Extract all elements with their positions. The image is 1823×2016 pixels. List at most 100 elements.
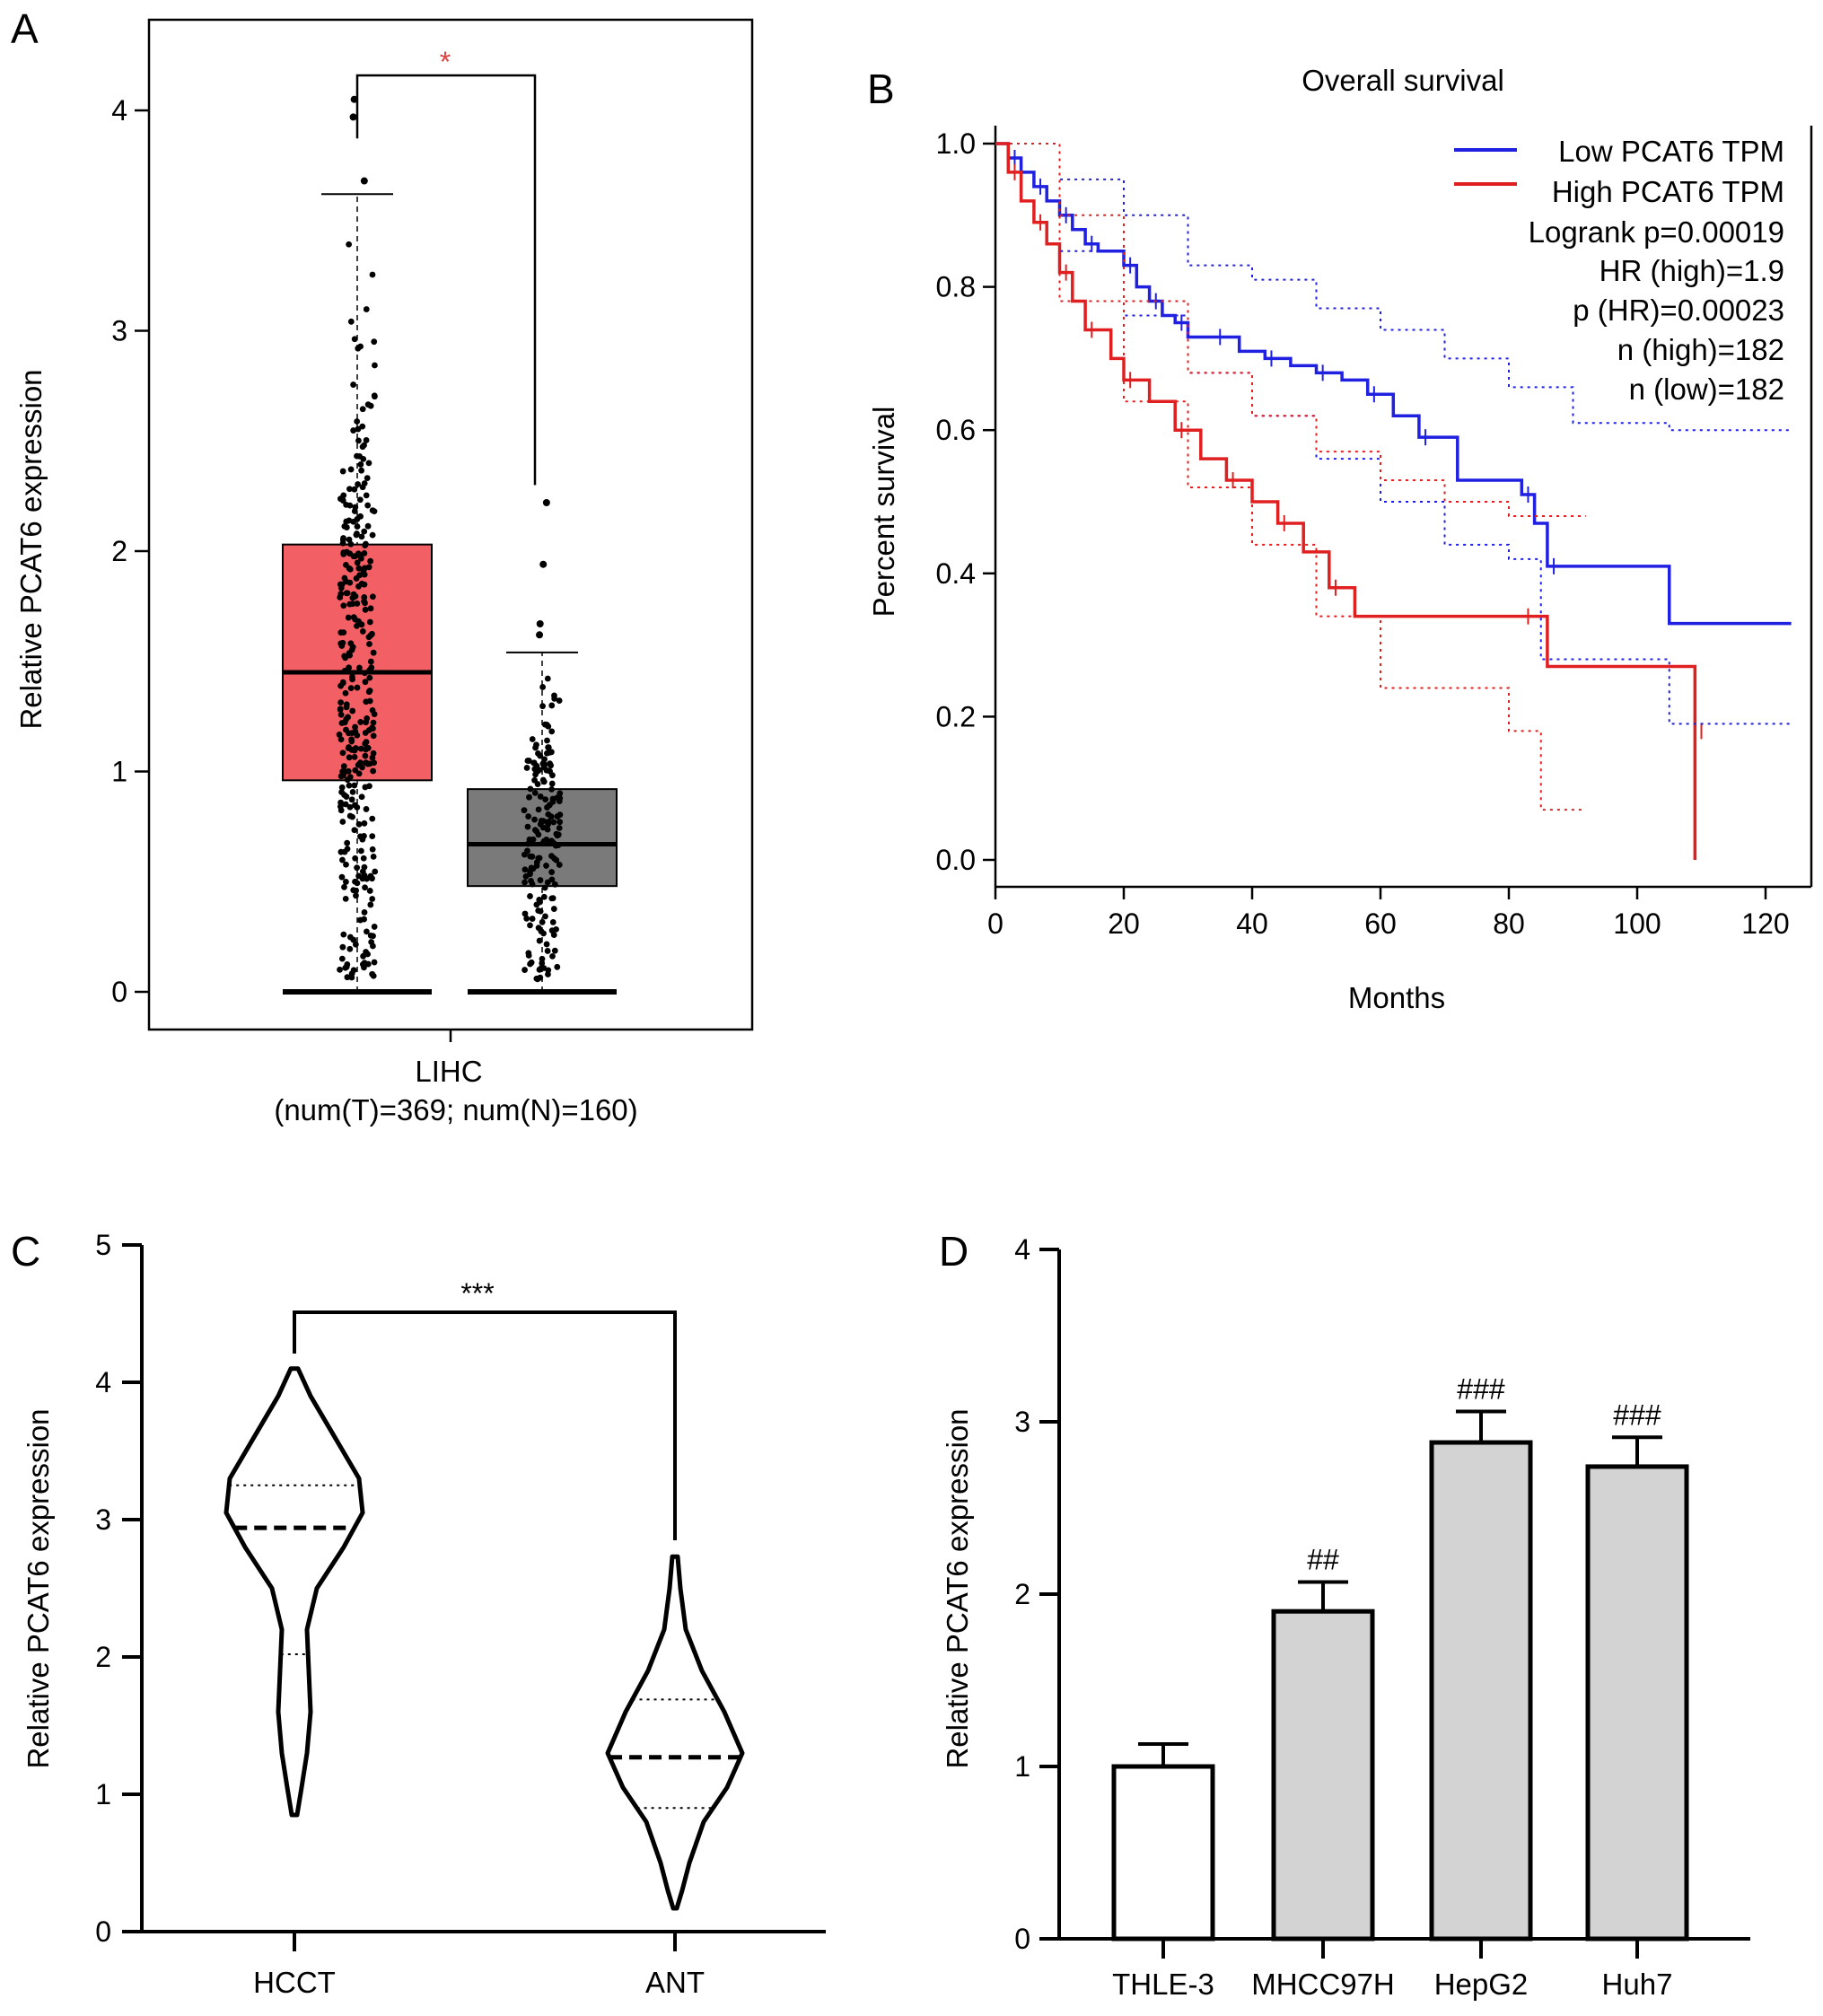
box-sample-point <box>339 943 346 951</box>
box-sample-point <box>357 916 364 924</box>
box-sample-point <box>349 600 356 608</box>
panel-b-survival: Overall survival Percent survival Months… <box>867 64 1813 1014</box>
box-sample-point <box>362 679 369 686</box>
box-sample-point <box>372 362 378 369</box>
box-sample-point <box>551 881 558 888</box>
panel-d-xtick-label: HepG2 <box>1434 1968 1529 2001</box>
box-sample-point <box>361 670 368 677</box>
panel-label-b: B <box>867 66 895 112</box>
panel-label-d: D <box>939 1228 968 1275</box>
stat-logrank: Logrank p=0.00019 <box>1529 215 1784 249</box>
stat-n-high: n (high)=182 <box>1617 333 1784 366</box>
box-sample-point <box>356 496 364 504</box>
box-sample-point <box>357 513 364 520</box>
box-sample-point <box>554 963 561 970</box>
box-sample-point <box>346 550 354 557</box>
box-sample-point <box>369 593 376 600</box>
box-sample-point <box>543 863 549 869</box>
box-sample-point <box>531 816 538 823</box>
bar-thle-3 <box>1111 1764 1215 1941</box>
box-sample-point <box>367 872 374 880</box>
box-sample-point <box>372 868 379 875</box>
box-sample-point <box>364 475 371 481</box>
box-sample-point <box>360 952 367 960</box>
box-sample-point <box>361 571 368 578</box>
panel-d-bar: Relative PCAT6 expression 0 1 2 3 4 THLE-3 MHC… <box>941 1233 1750 2001</box>
box-outlier-point <box>539 560 548 568</box>
box-sample-point <box>524 823 531 830</box>
panel-b-xtick-label: 40 <box>1236 907 1268 940</box>
box-sample-point <box>551 695 558 702</box>
box-sample-point <box>539 684 547 690</box>
box-outlier-point <box>536 620 544 628</box>
box-sample-point <box>369 896 376 902</box>
box-sample-point <box>343 518 350 525</box>
box-sample-point <box>540 893 548 900</box>
box-sample-point <box>355 565 363 572</box>
panel-d-ytick-label: 2 <box>1014 1578 1030 1610</box>
box-sample-point <box>544 826 551 833</box>
panel-d-ylabel: Relative PCAT6 expression <box>941 1408 974 1768</box>
panel-a-frame <box>147 18 754 1031</box>
box-body <box>467 788 618 888</box>
box-sample-point <box>341 883 347 890</box>
box-sample-point <box>346 774 354 781</box>
panel-label-a: A <box>11 5 39 52</box>
box-sample-point <box>550 932 557 939</box>
panel-c-xtick-label: ANT <box>645 1966 705 1999</box>
box-sample-point <box>353 892 359 899</box>
box-sample-point <box>537 907 544 915</box>
box-sample-point <box>354 622 360 629</box>
box-sample-point <box>346 744 352 750</box>
box-sample-point <box>527 922 533 929</box>
box-sample-point <box>362 741 369 747</box>
box-sample-point <box>533 828 540 835</box>
box-sample-point <box>550 906 557 912</box>
panel-c-sig-stars: *** <box>460 1277 494 1310</box>
box-sample-point <box>346 945 354 952</box>
box-sample-point <box>363 928 370 935</box>
box-sample-point <box>548 786 555 793</box>
box-sample-point <box>355 820 363 828</box>
box-sample-point <box>533 741 539 749</box>
panel-c-ytick-label: 3 <box>95 1503 111 1536</box>
box-sample-point <box>541 884 548 891</box>
box-sample-point <box>369 833 376 840</box>
box-sample-point <box>346 565 353 572</box>
box-sample-point <box>355 770 363 777</box>
box-sample-point <box>370 725 376 732</box>
box-sample-point <box>540 778 548 785</box>
box-sample-point <box>338 643 346 649</box>
box-sample-point <box>337 594 344 600</box>
box-sample-point <box>354 600 361 607</box>
box-sample-point <box>544 804 550 811</box>
panel-b-xtick-label: 20 <box>1108 907 1140 940</box>
box-sample-point <box>344 974 351 981</box>
box-sample-point <box>339 856 346 863</box>
panel-d-ytick-label: 1 <box>1014 1750 1030 1783</box>
box-sample-point <box>345 767 352 775</box>
box-sample-point <box>361 480 368 486</box>
box-sample-point <box>350 936 357 943</box>
box-sample-point <box>351 508 358 514</box>
box-sample-point <box>346 652 354 659</box>
box-sample-point <box>527 785 534 793</box>
box-sample-point <box>358 793 365 801</box>
box-sample-point <box>361 964 367 971</box>
panel-b-ytick-label: 0.2 <box>936 700 976 732</box>
box-sample-point <box>355 437 362 444</box>
box-sample-point <box>363 492 370 499</box>
panel-c-ytick-label: 0 <box>95 1915 111 1948</box>
box-sample-point <box>361 528 368 535</box>
panel-label-c: C <box>11 1228 40 1275</box>
box-sample-point <box>557 811 564 819</box>
box-sample-point <box>349 788 356 795</box>
panel-c-sig-bracket <box>293 1310 677 1540</box>
box-sample-point <box>359 443 366 451</box>
box-sample-point <box>352 723 358 731</box>
box-sample-point <box>363 437 370 443</box>
box-sample-point <box>350 967 357 974</box>
box-sample-point <box>528 959 535 966</box>
box-sample-point <box>349 644 356 651</box>
box-sample-point <box>534 781 541 787</box>
